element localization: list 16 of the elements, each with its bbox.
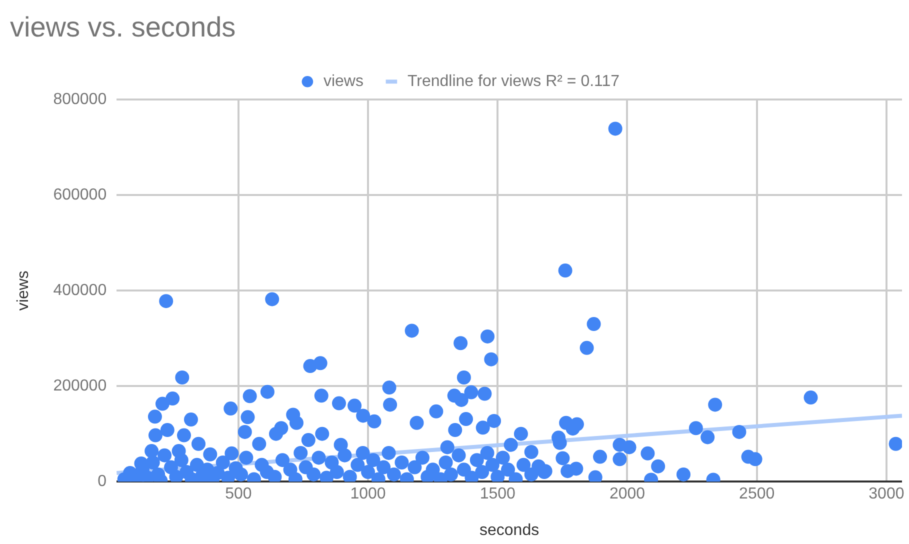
y-tick-label: 600000 <box>53 186 107 204</box>
x-tick-label: 1500 <box>480 486 516 503</box>
x-tick-label: 500 <box>225 486 252 503</box>
y-axis-title: views <box>15 270 32 311</box>
y-tick-label: 200000 <box>53 378 107 395</box>
x-tick-label: 1000 <box>350 486 386 503</box>
legend-label: views <box>323 73 364 90</box>
y-tick-label: 800000 <box>53 91 107 108</box>
x-tick-label: 2000 <box>609 486 646 503</box>
legend-label: Trendline for views R² = 0.117 <box>407 73 620 90</box>
x-tick-label: 3000 <box>868 486 904 503</box>
x-axis-title: seconds <box>480 522 540 539</box>
y-tick-label: 0 <box>98 473 107 490</box>
x-tick-label: 2500 <box>739 486 775 503</box>
y-tick-label: 400000 <box>53 282 107 300</box>
chart-title: views vs. seconds <box>10 12 236 43</box>
